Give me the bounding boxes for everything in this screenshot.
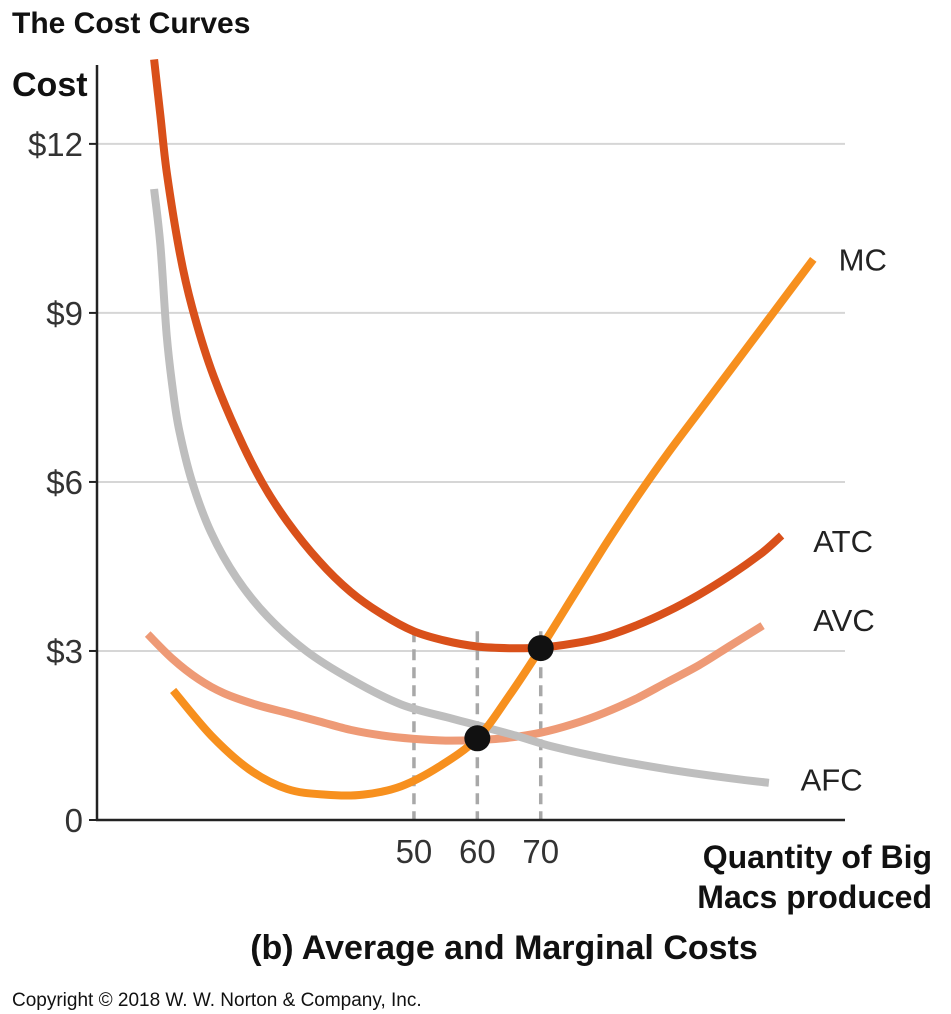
curve-labels: MC ATC AVC AFC — [801, 242, 887, 797]
series-atc-curve — [150, 58, 785, 653]
y-tick-label-2: $6 — [46, 464, 83, 501]
x-tick-label-2: 70 — [522, 833, 559, 870]
y-tick-label-4: $12 — [28, 126, 83, 163]
series-avc-curve — [144, 622, 765, 745]
curve-label-avc: AVC — [813, 603, 874, 638]
intersection-marker-70 — [527, 635, 554, 662]
intersection-marker-60 — [464, 725, 491, 752]
x-axis-label-line-1: Quantity of Big — [703, 839, 932, 875]
series-mc-curve — [170, 256, 817, 800]
curve-label-afc: AFC — [801, 762, 863, 797]
intersection-markers — [464, 635, 554, 752]
copyright-notice: Copyright © 2018 W. W. Norton & Company,… — [12, 990, 422, 1011]
y-tick-label-3: $9 — [46, 295, 83, 332]
curve-label-atc: ATC — [813, 524, 873, 559]
y-tick-label-1: $3 — [46, 633, 83, 670]
y-tick-label-0: 0 — [65, 802, 83, 839]
chart-caption: (b) Average and Marginal Costs — [250, 929, 758, 967]
series-curves — [144, 58, 817, 800]
chart-title: The Cost Curves — [12, 7, 250, 40]
series-afc-curve — [150, 188, 770, 787]
axes — [95, 65, 845, 822]
tick-labels: 0 $3 $6 $9 $12 50 60 70 — [28, 126, 559, 870]
curve-label-mc: MC — [839, 242, 887, 277]
y-axis-label: Cost — [12, 66, 88, 104]
x-axis-label-line-2: Macs produced — [697, 879, 932, 915]
x-tick-label-0: 50 — [396, 833, 433, 870]
x-tick-label-1: 60 — [459, 833, 496, 870]
